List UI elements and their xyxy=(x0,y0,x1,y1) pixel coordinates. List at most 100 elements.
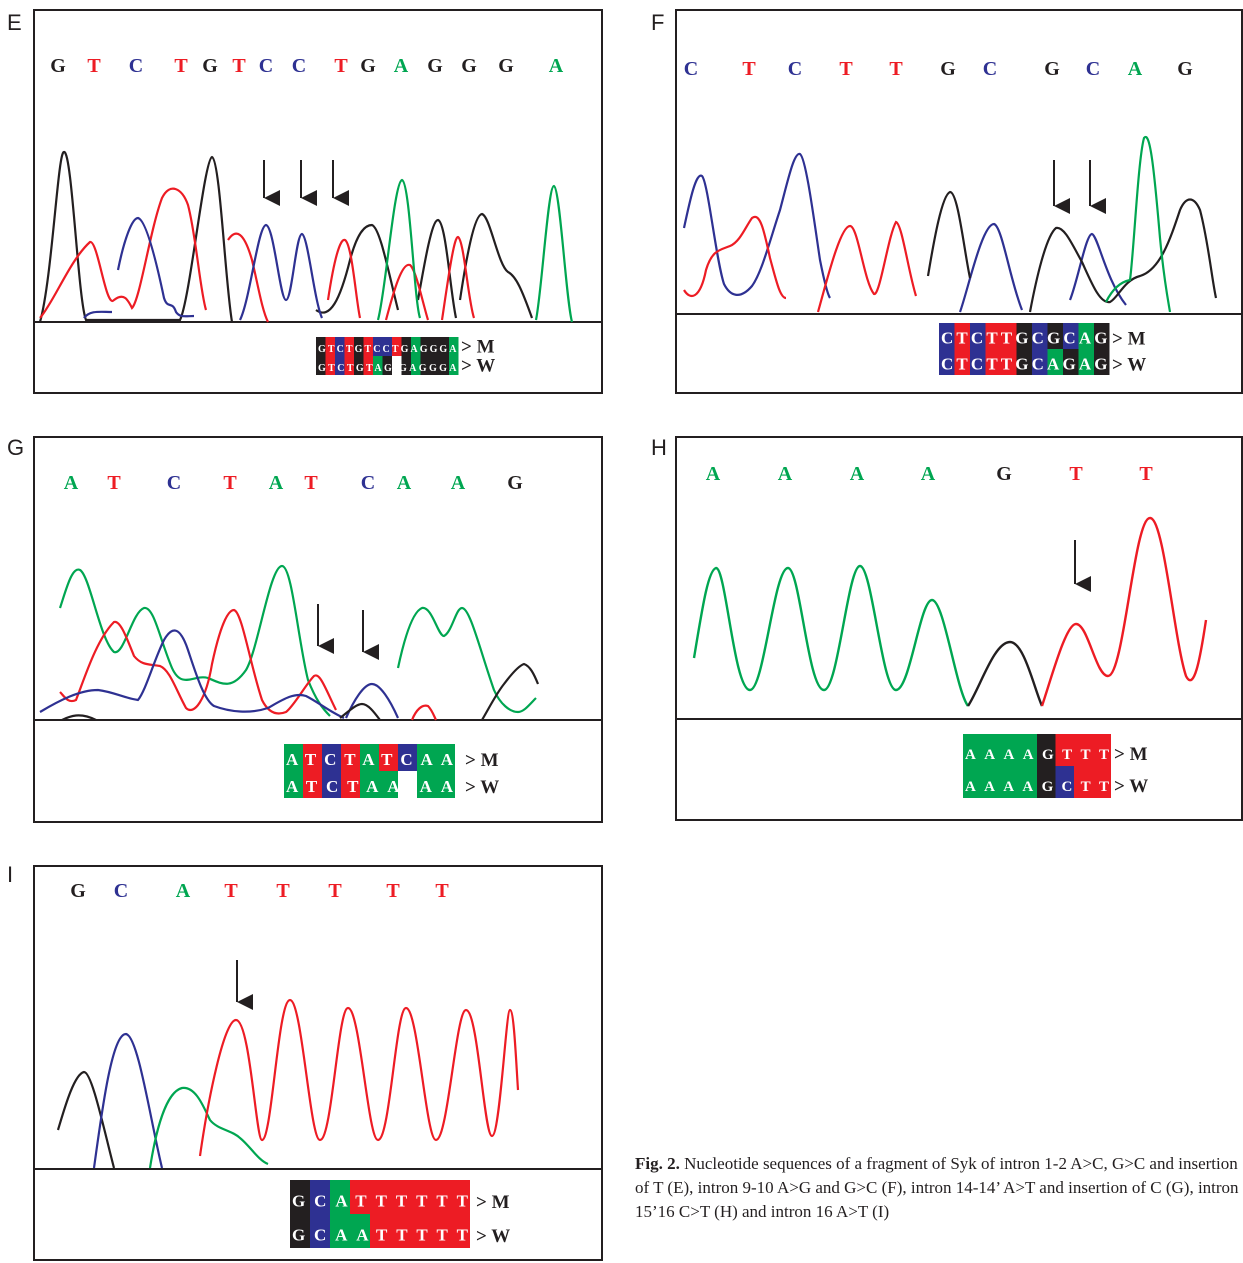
alignment-cell xyxy=(1000,766,1019,798)
alignment-cell xyxy=(449,356,459,375)
panel-e-alignment: GTCTGTCCTGAGGGA > M GTCTGTAG GAGGGA > W xyxy=(316,337,495,377)
alignment-cell xyxy=(303,744,322,771)
panel-f-base: T xyxy=(889,58,903,80)
alignment-cell xyxy=(1055,734,1074,766)
alignment-cell xyxy=(430,1214,450,1248)
panel-g-base: T xyxy=(107,472,121,494)
alignment-mutant-label: > M xyxy=(461,337,495,358)
panel-e-traces xyxy=(38,150,574,323)
alignment-mutant-label: > M xyxy=(1112,328,1146,349)
alignment-cell xyxy=(439,337,449,356)
alignment-cell xyxy=(373,356,383,375)
panel-letter-g: G xyxy=(7,435,25,460)
alignment-cell xyxy=(310,1214,330,1248)
alignment-cell xyxy=(420,337,430,356)
alignment-cell xyxy=(363,356,373,375)
alignment-cell xyxy=(360,744,379,771)
alignment-cell xyxy=(392,337,402,356)
panel-g-trace-black xyxy=(61,662,540,721)
alignment-wild-sequence: CTCTTGCAGAG xyxy=(941,354,1108,373)
alignment-cell xyxy=(398,744,417,771)
alignment-cell xyxy=(310,1180,330,1214)
panel-h-base: A xyxy=(706,463,721,485)
alignment-cell xyxy=(436,771,455,798)
panel-i-base: T xyxy=(276,880,290,902)
panel-i-base: C xyxy=(114,880,128,902)
panel-f-base: A xyxy=(1128,58,1143,80)
alignment-cell xyxy=(430,1180,450,1214)
alignment-cell xyxy=(401,337,411,356)
panel-i-trace-black xyxy=(56,1070,116,1169)
alignment-cell xyxy=(1063,323,1079,349)
alignment-cell xyxy=(325,337,335,356)
alignment-cell xyxy=(417,744,436,771)
panel-g-base: C xyxy=(167,472,181,494)
alignment-cell xyxy=(939,323,955,349)
panel-e-base: G xyxy=(360,55,376,77)
panel-f-trace-black xyxy=(926,190,1218,313)
alignment-wild-label: > W xyxy=(461,356,495,377)
alignment-cell xyxy=(1094,349,1110,375)
panel-e-base: T xyxy=(334,55,348,77)
panel-f-traces xyxy=(682,135,1218,313)
alignment-cell xyxy=(1032,349,1048,375)
panel-e-base: G xyxy=(461,55,477,77)
alignment-cell xyxy=(341,744,360,771)
alignment-cell xyxy=(335,356,345,375)
alignment-wild-label: > W xyxy=(1112,354,1146,375)
alignment-cell xyxy=(354,356,364,375)
alignment-cell xyxy=(360,771,379,798)
alignment-cell xyxy=(344,356,354,375)
alignment-cell xyxy=(390,1180,410,1214)
panel-g-base: T xyxy=(223,472,237,494)
panel-i-base: A xyxy=(176,880,191,902)
panel-f-arrows xyxy=(1053,160,1106,214)
alignment-cell xyxy=(344,337,354,356)
alignment-cell xyxy=(316,356,326,375)
panel-i-trace-red xyxy=(198,998,520,1157)
panel-e-base: C xyxy=(129,55,143,77)
alignment-cell xyxy=(411,356,421,375)
panel-letter-e: E xyxy=(7,10,22,35)
panel-i-base: T xyxy=(224,880,238,902)
alignment-cell xyxy=(450,1180,470,1214)
panel-f-base: T xyxy=(839,58,853,80)
panel-i-base: G xyxy=(70,880,86,902)
alignment-cell xyxy=(1018,734,1037,766)
alignment-cell xyxy=(363,337,373,356)
alignment-cell xyxy=(1078,323,1094,349)
alignment-cell xyxy=(963,766,982,798)
panel-i-base: T xyxy=(328,880,342,902)
alignment-wild-label: > W xyxy=(1114,776,1148,797)
panel-g-base: A xyxy=(451,472,466,494)
panel-h-traces xyxy=(692,516,1208,707)
alignment-cell xyxy=(1047,323,1063,349)
alignment-cell xyxy=(417,771,436,798)
panel-e-trace-red xyxy=(39,187,476,323)
alignment-cell xyxy=(981,734,1000,766)
alignment-cell xyxy=(1092,766,1111,798)
panel-h-base: A xyxy=(778,463,793,485)
alignment-cell xyxy=(284,771,303,798)
alignment-cell xyxy=(322,771,341,798)
panel-h-base: A xyxy=(921,463,936,485)
panel-f-base: C xyxy=(983,58,997,80)
alignment-cell xyxy=(1032,323,1048,349)
panel-letter-f: F xyxy=(651,10,665,35)
alignment-cell xyxy=(410,1180,430,1214)
alignment-cell xyxy=(970,323,986,349)
panel-i-traces xyxy=(56,998,520,1169)
alignment-cell xyxy=(379,744,398,771)
alignment-cell xyxy=(290,1214,310,1248)
panel-i-trace-green xyxy=(148,1086,269,1169)
panel-h-base: A xyxy=(850,463,865,485)
panel-e-trace-black xyxy=(38,150,534,323)
alignment-cell xyxy=(322,744,341,771)
alignment-cell xyxy=(330,1180,350,1214)
alignment-cell xyxy=(970,349,986,375)
alignment-cell xyxy=(1016,349,1032,375)
alignment-cell xyxy=(410,1214,430,1248)
